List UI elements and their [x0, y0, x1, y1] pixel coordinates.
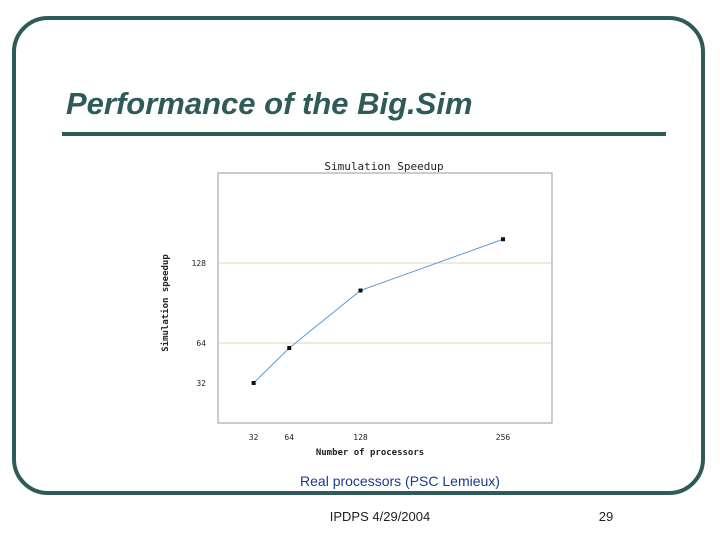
chart-caption: Real processors (PSC Lemieux): [300, 473, 500, 489]
data-point-32: [251, 381, 256, 385]
slide-title: Performance of the Big.Sim: [66, 86, 473, 121]
page-number: 29: [598, 509, 614, 524]
slide-frame: [12, 16, 705, 495]
x-tick-label-256: 256: [496, 433, 511, 442]
y-axis-label: Simulation speedup: [160, 254, 171, 352]
footer-conference: IPDPS 4/29/2004: [329, 509, 431, 524]
x-tick-label-32: 32: [249, 433, 259, 442]
x-tick-label-64: 64: [284, 433, 294, 442]
chart-title: Simulation Speedup: [324, 160, 443, 173]
plot-area: [217, 172, 553, 424]
speedup-chart: Simulation Speedup 32 64 128 32 64 128 256 Nu…: [160, 160, 553, 458]
y-tick-label-128: 128: [192, 259, 207, 268]
data-point-128: [358, 288, 363, 293]
series-line-0: [253, 238, 504, 384]
x-tick-label-128: 128: [353, 433, 368, 442]
data-point-64: [287, 346, 292, 350]
y-tick-label-32: 32: [196, 379, 206, 388]
y-tick-label-64: 64: [196, 339, 206, 348]
title-rule: [62, 132, 666, 136]
data-point-256: [501, 237, 506, 242]
x-axis-label: Number of processors: [316, 448, 424, 458]
